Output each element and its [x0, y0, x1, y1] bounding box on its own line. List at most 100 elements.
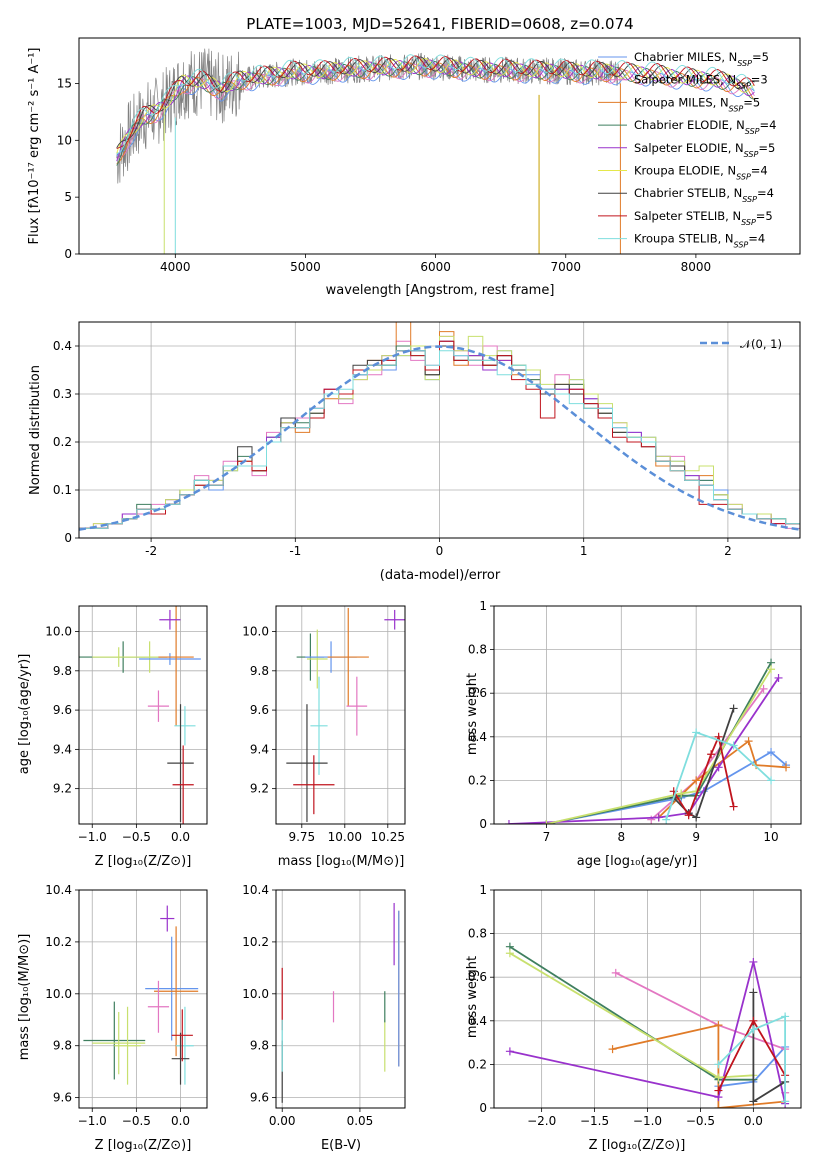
ssp-subscript: SSP: [744, 149, 759, 158]
spectrum-legend: Chabrier MILES, NSSP=5 Salpeter MILES, NS…: [598, 50, 776, 249]
sfhZ-sfh-marker: [505, 949, 514, 958]
sfhAge-ytick-label: 0.4: [468, 730, 487, 744]
spectrum-ytick-label: 10: [57, 133, 72, 147]
sfhAge-sfh-marker: [654, 813, 663, 822]
massZ-ytick-label: 9.8: [53, 1039, 72, 1053]
sfhZ-sfh-line: [717, 1015, 786, 1102]
spectrum-xlabel: wavelength [Angstrom, rest frame]: [326, 283, 555, 298]
ssp-count: =3: [751, 73, 768, 87]
spectrum-legend-label: Salpeter MILES, NSSP=3: [634, 73, 768, 91]
massZ-frame: [78, 889, 208, 1109]
massE-axes: 0.00 0.05 9.6 9.8 10.0 10.2 10.4: [242, 883, 405, 1128]
ssp-count: =4: [748, 232, 765, 246]
ssp-count: =5: [743, 95, 760, 109]
sfhAge-sfh-marker: [662, 815, 671, 824]
ageM-ytick-label: 10.0: [242, 625, 269, 639]
sfhAge-sfh-marker: [782, 763, 791, 772]
histogram-ylabel: Normed distribution: [28, 365, 43, 495]
sfhZ-sfh-marker: [749, 988, 758, 997]
sfhAge-sfh-marker: [542, 820, 551, 824]
sfhAge-sfh-marker: [692, 776, 701, 785]
histogram-ytick-label: 0.2: [53, 435, 72, 449]
ageZ-frame: [78, 605, 208, 825]
spectrum-ytick-label: 15: [57, 76, 72, 90]
ssp-count: =5: [756, 209, 773, 223]
spectrum-xtick-label: 4000: [160, 260, 191, 274]
sfhAge-ylabel: mass weight: [465, 673, 480, 755]
ssp-subscript: SSP: [745, 127, 760, 136]
ssp-subscript: SSP: [734, 240, 749, 249]
sfhAge-xtick-label: 10: [763, 830, 778, 844]
massE-xtick-label: 0.05: [347, 1114, 374, 1128]
sfhAge-sfh-line: [546, 668, 772, 824]
ageM-xtick-label: 10.25: [371, 830, 405, 844]
sfhZ-xtick-label: −1.5: [580, 1114, 609, 1128]
ageM-plot-area: [286, 607, 405, 823]
age-vs-metallicity-panel: −1.0 −0.5 0.0 9.2 9.4 9.6 9.8 10.0 Z [log₁₀(Z/Z…: [17, 605, 208, 869]
ssp-count: =4: [757, 186, 774, 200]
spectrum-legend-label: Chabrier ELODIE, NSSP=4: [634, 118, 776, 136]
ageM-ytick-label: 9.4: [250, 742, 269, 756]
ageZ-ytick-label: 9.6: [53, 703, 72, 717]
ageM-ytick-label: 9.8: [250, 664, 269, 678]
sfhZ-sfh-marker: [714, 1021, 723, 1030]
sfhAge-ytick-label: 0: [479, 817, 487, 831]
ssp-count: =4: [760, 118, 777, 132]
ssp-subscript: SSP: [736, 81, 751, 90]
sfhAge-xtick-label: 8: [617, 830, 625, 844]
model-spectrum-line: [116, 63, 755, 159]
massZ-plot-area: [83, 905, 199, 1085]
spectrum-title: PLATE=1003, MJD=52641, FIBERID=0608, z=0…: [246, 15, 633, 33]
massE-ytick-label: 9.8: [250, 1039, 269, 1053]
spectrum-legend-label: Salpeter STELIB, NSSP=5: [634, 209, 773, 227]
sfhZ-ytick-label: 1: [479, 883, 487, 897]
massE-plot-area: [281, 902, 400, 1103]
ssp-subscript: SSP: [737, 59, 752, 68]
mass-vs-ebv-panel: 0.00 0.05 9.6 9.8 10.0 10.2 10.4 E(B-V): [242, 883, 406, 1153]
histogram-legend: 𝒩(0, 1): [700, 337, 782, 351]
histogram-xtick-label: 2: [724, 544, 732, 558]
massZ-xlabel: Z [log₁₀(Z/Z⊙)]: [95, 1138, 192, 1153]
spectrum-panel: PLATE=1003, MJD=52641, FIBERID=0608, z=0…: [27, 15, 801, 298]
sfhAge-ytick-label: 0.6: [468, 686, 487, 700]
mass-vs-metallicity-panel: −1.0 −0.5 0.0 9.6 9.8 10.0 10.2 10.4 Z [log₁₀(Z…: [17, 883, 208, 1153]
sfhAge-sfh-marker: [714, 763, 723, 772]
sfhZ-xtick-label: −1.0: [633, 1114, 662, 1128]
massZ-ytick-label: 9.6: [53, 1091, 72, 1105]
spectrum-ylabel: Flux [fλ10⁻¹⁷ erg cm⁻² s⁻¹ A⁻¹]: [27, 48, 42, 245]
massE-xtick-label: 0.00: [269, 1114, 296, 1128]
sfhZ-sfh-marker: [749, 1097, 758, 1106]
spectrum-axes: 4000 5000 6000 7000 8000 0 5 10 15: [57, 76, 711, 274]
ageZ-xlabel: Z [log₁₀(Z/Z⊙)]: [95, 854, 192, 869]
sfhAge-sfh-marker: [729, 704, 738, 713]
ageM-xlabel: mass [log₁₀(M/M⊙)]: [278, 854, 405, 869]
ssp-subscript: SSP: [729, 104, 744, 113]
massZ-ytick-label: 10.0: [45, 987, 72, 1001]
sfhAge-sfh-marker: [707, 750, 716, 759]
sfhZ-xlabel: Z [log₁₀(Z/Z⊙)]: [589, 1138, 686, 1153]
sfhZ-plot-area: [505, 942, 790, 1108]
age-vs-mass-panel: 9.75 10.00 10.25 9.2 9.4 9.6 9.8 10.0 mass [log…: [242, 605, 406, 869]
sfhAge-sfh-marker: [744, 737, 753, 746]
massZ-xtick-label: −0.5: [122, 1114, 151, 1128]
spectrum-xtick-label: 7000: [550, 260, 581, 274]
sfhAge-frame: [493, 605, 802, 825]
sfhZ-xtick-label: 0.0: [744, 1114, 763, 1128]
histogram-axes: -2 -1 0 1 2 0 0.1 0.2 0.3 0.4: [53, 322, 800, 558]
ageZ-plot-area: [79, 606, 201, 824]
spectrum-legend-label: Kroupa ELODIE, NSSP=4: [634, 164, 768, 182]
ageM-ytick-label: 9.6: [250, 703, 269, 717]
sfhZ-sfh-line: [509, 961, 786, 1104]
sfhAge-sfh-marker: [684, 811, 693, 820]
massE-ytick-label: 10.0: [242, 987, 269, 1001]
ageZ-xtick-label: −1.0: [78, 830, 107, 844]
model-spectrum-line: [116, 61, 755, 166]
gaussian-legend-label: 𝒩(0, 1): [740, 337, 782, 351]
ageZ-ytick-label: 9.4: [53, 742, 72, 756]
ageM-xtick-label: 10.00: [328, 830, 362, 844]
sfhZ-frame: [493, 889, 802, 1109]
sfhZ-sfh-marker: [749, 957, 758, 966]
spectrum-legend-label: Salpeter ELODIE, NSSP=5: [634, 141, 775, 159]
